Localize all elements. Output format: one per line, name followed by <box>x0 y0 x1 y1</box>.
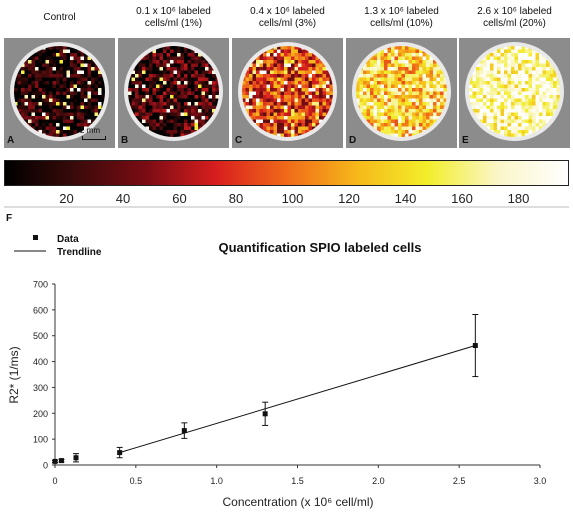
legend-trend-label: Trendline <box>57 247 102 258</box>
data-point <box>181 428 187 434</box>
panel-letter: D <box>349 135 357 146</box>
y-tick-label: 300 <box>33 383 48 393</box>
panel-title-line2: cells/ml (1%) <box>144 18 203 29</box>
data-point <box>262 411 268 417</box>
x-tick-label: 3.0 <box>534 476 547 486</box>
colorbar-tick-label: 40 <box>115 191 131 206</box>
panel-title-b: 0.1 x 10⁶ labeled cells/ml (1%) <box>118 6 229 36</box>
x-tick-label: 1.5 <box>291 476 304 486</box>
y-tick-label: 200 <box>33 409 48 419</box>
mri-panel-d: D <box>346 38 457 148</box>
x-tick-label: 2.0 <box>372 476 385 486</box>
x-tick-label: 0 <box>52 476 57 486</box>
mri-panel-b: B <box>118 38 229 148</box>
data-point <box>73 455 79 461</box>
colorbar-tick-label: 140 <box>394 191 417 206</box>
r2-map <box>128 46 219 137</box>
colorbar-tick-label: 120 <box>338 191 360 206</box>
x-axis-label: Concentration (x 10⁶ cell/ml) <box>223 495 374 509</box>
panel-letter: E <box>462 135 469 146</box>
r2-map <box>242 46 333 137</box>
panel-title-line2: cells/ml (3%) <box>258 18 317 29</box>
chart-title: Quantification SPIO labeled cells <box>219 240 422 255</box>
panel-title-line1: 2.6 x 10⁶ labeled <box>477 6 552 17</box>
panel-title-c: 0.4 x 10⁶ labeled cells/ml (3%) <box>232 6 343 36</box>
colorbar <box>4 160 569 186</box>
panel-title-line1: 0.1 x 10⁶ labeled <box>136 6 211 17</box>
colorbar-tick-label: 180 <box>507 191 530 206</box>
x-tick-label: 2.5 <box>453 476 466 486</box>
x-tick-label: 0.5 <box>130 476 143 486</box>
x-tick-label: 1.0 <box>210 476 223 486</box>
r2-map <box>356 46 447 137</box>
panel-letter: A <box>7 135 15 146</box>
mri-panel-e: E <box>459 38 570 148</box>
y-tick-label: 700 <box>33 280 48 290</box>
colorbar-tick-label: 160 <box>451 191 473 206</box>
scale-bar-label: 2 mm <box>80 126 100 135</box>
colorbar-tick-label: 80 <box>228 191 244 206</box>
colorbar-tick-label: 100 <box>281 191 304 206</box>
data-point <box>472 343 478 349</box>
y-tick-label: 500 <box>33 331 48 341</box>
y-tick-label: 600 <box>33 305 48 315</box>
data-point <box>52 458 58 464</box>
mri-panel-a: A 2 mm <box>4 38 115 148</box>
panel-title-line2: cells/ml (10%) <box>370 18 433 29</box>
panel-letter: C <box>235 135 243 146</box>
data-point <box>58 458 64 464</box>
panel-letter: B <box>121 135 129 146</box>
trendline <box>119 345 476 454</box>
panel-letter-f: F <box>6 213 13 224</box>
mri-panel-c: C <box>232 38 343 148</box>
panel-title-line1: 0.4 x 10⁶ labeled <box>250 6 325 17</box>
legend-data-label: Data <box>57 234 79 245</box>
y-tick-label: 0 <box>43 461 48 471</box>
r2-map <box>14 46 105 137</box>
panel-title-line1: Control <box>43 12 76 23</box>
colorbar-tick-label: 60 <box>172 191 187 206</box>
panel-title-line1: 1.3 x 10⁶ labeled <box>364 6 439 17</box>
panel-title-a: Control <box>4 6 115 42</box>
panel-title-line2: cells/ml (20%) <box>483 18 546 29</box>
data-point <box>117 450 123 456</box>
y-tick-label: 100 <box>33 435 48 445</box>
legend-data-marker <box>33 235 38 240</box>
panel-title-e: 2.6 x 10⁶ labeled cells/ml (20%) <box>459 6 570 36</box>
y-tick-label: 400 <box>33 357 48 367</box>
panel-title-d: 1.3 x 10⁶ labeled cells/ml (10%) <box>346 6 457 36</box>
scale-bar <box>82 136 106 140</box>
colorbar-tick-label: 20 <box>59 191 74 206</box>
r2-map <box>469 46 560 137</box>
y-axis-label: R2* (1/ms) <box>7 346 21 403</box>
